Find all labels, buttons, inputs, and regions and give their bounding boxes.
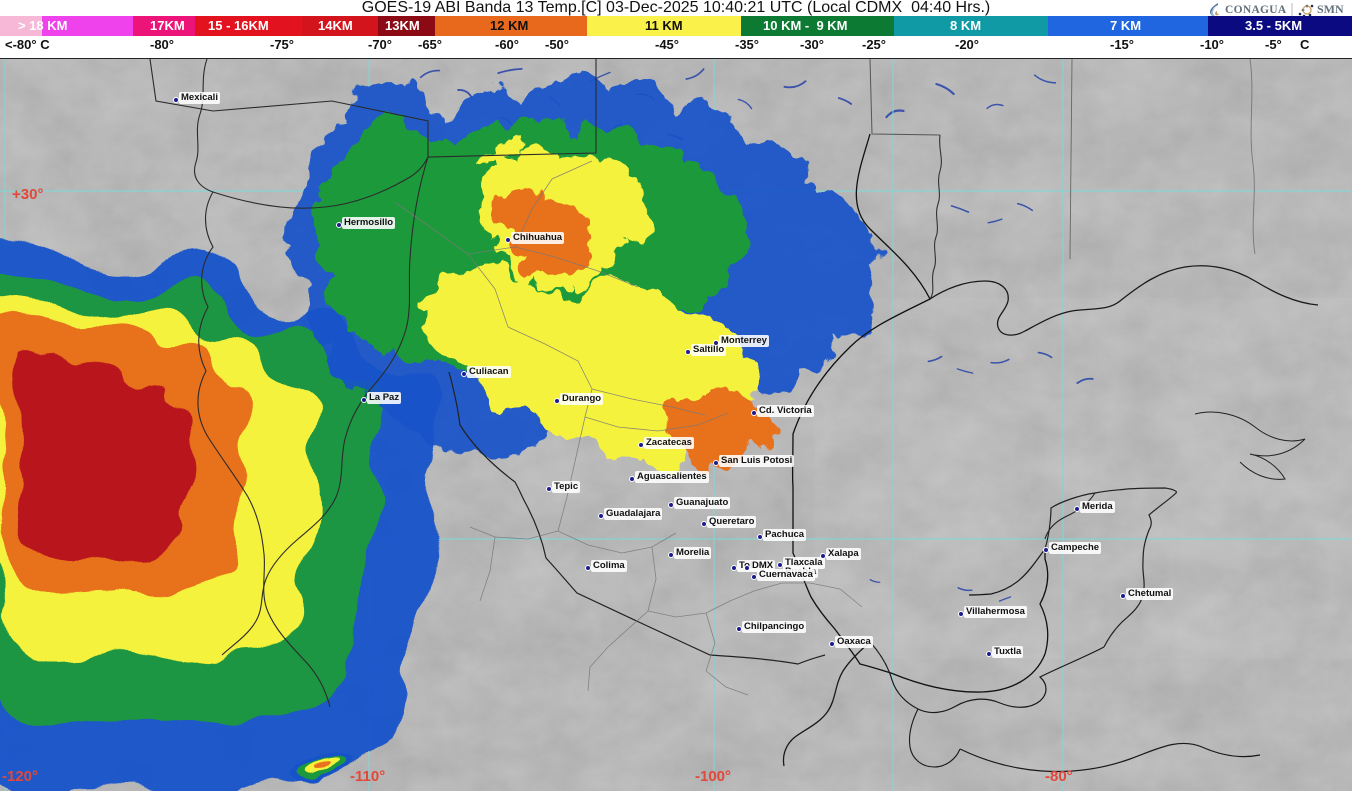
svg-text:SMN: SMN bbox=[1317, 2, 1344, 16]
svg-text:CONAGUA: CONAGUA bbox=[1225, 4, 1287, 16]
